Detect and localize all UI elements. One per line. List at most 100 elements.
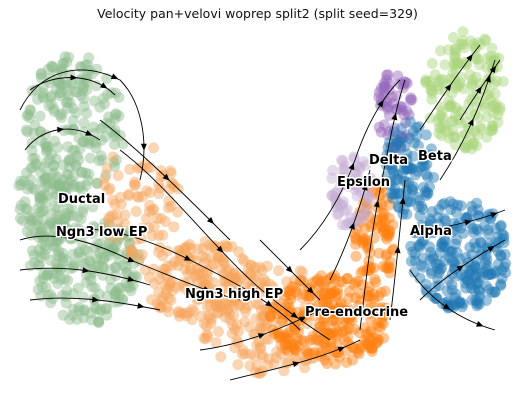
cell-point <box>478 101 490 113</box>
cell-point <box>103 111 115 123</box>
cell-point <box>375 316 387 328</box>
cell-point <box>443 251 455 263</box>
cell-point <box>36 206 48 217</box>
cell-point <box>332 288 344 300</box>
cell-point <box>376 207 388 219</box>
cell-point <box>60 97 72 109</box>
cell-point <box>155 165 167 176</box>
cell-point <box>343 176 355 188</box>
cell-point <box>333 351 345 363</box>
cell-point <box>320 275 332 287</box>
cell-point <box>228 299 239 311</box>
cell-point <box>334 275 346 287</box>
cell-point <box>41 269 53 281</box>
cell-point <box>467 89 479 101</box>
cell-point <box>63 89 75 101</box>
cell-point <box>59 273 71 285</box>
cell-point <box>123 188 135 200</box>
cell-point <box>362 339 374 351</box>
cell-point <box>325 337 337 348</box>
cell-point <box>466 74 478 86</box>
cell-point <box>245 259 257 271</box>
cell-point <box>267 324 279 336</box>
cell-point <box>266 315 278 327</box>
cell-point <box>109 198 121 210</box>
cell-point <box>259 304 271 316</box>
cell-point <box>368 288 380 300</box>
cell-point <box>436 238 448 250</box>
cell-point <box>292 289 303 301</box>
cell-point <box>90 303 102 315</box>
cell-point <box>370 276 382 288</box>
cell-point <box>179 242 191 254</box>
cell-point <box>254 286 266 298</box>
cell-point <box>66 233 77 245</box>
cell-point <box>449 51 461 63</box>
cell-point <box>34 197 46 208</box>
cell-point <box>357 235 368 247</box>
cell-point <box>185 242 197 254</box>
cell-point <box>387 164 399 176</box>
cell-point <box>422 171 434 183</box>
cell-point <box>449 131 461 143</box>
cell-point <box>121 246 133 258</box>
cell-point <box>374 322 386 334</box>
cell-point <box>472 129 484 141</box>
cell-point <box>325 308 337 319</box>
cell-point <box>84 270 96 282</box>
cell-point <box>377 310 389 322</box>
cell-point <box>55 273 67 285</box>
cell-point <box>322 328 333 340</box>
cell-point <box>412 165 424 177</box>
cell-point <box>255 322 266 334</box>
cell-point <box>282 338 294 350</box>
cell-point <box>455 222 467 234</box>
cell-point <box>155 171 167 182</box>
cell-point <box>318 332 330 344</box>
cell-point <box>132 190 143 202</box>
cell-point <box>48 103 60 115</box>
cell-point <box>387 245 399 256</box>
cell-point <box>351 343 363 355</box>
cell-point <box>217 283 229 294</box>
cell-point <box>51 210 63 222</box>
cell-point <box>389 183 401 195</box>
cell-point <box>338 163 349 175</box>
cell-point <box>68 170 80 182</box>
cell-point <box>77 291 89 303</box>
cell-point <box>93 260 105 272</box>
cell-point <box>40 172 52 184</box>
cell-point <box>325 288 336 299</box>
cell-point <box>190 255 202 267</box>
cell-point <box>52 261 64 273</box>
cell-point <box>421 286 433 298</box>
cell-point <box>63 155 75 167</box>
cell-point <box>60 290 72 302</box>
cell-point <box>207 284 219 296</box>
cell-point <box>434 247 446 259</box>
cell-point <box>291 333 303 345</box>
cell-point <box>198 332 210 344</box>
cell-point <box>90 137 102 149</box>
cell-point <box>39 172 51 184</box>
cell-point <box>489 236 501 248</box>
cell-point <box>148 203 160 215</box>
cell-point <box>421 229 432 241</box>
cell-point <box>450 42 462 54</box>
cluster-label: Epsilon <box>337 175 390 190</box>
cell-point <box>467 205 478 217</box>
cell-point <box>204 300 216 312</box>
cell-point <box>435 110 447 121</box>
cell-point <box>314 335 326 347</box>
cell-point <box>458 56 470 68</box>
cell-point <box>318 297 330 309</box>
cell-point <box>93 288 105 300</box>
cell-point <box>383 159 395 171</box>
cell-point <box>224 283 236 295</box>
cell-point <box>127 247 139 259</box>
cell-point <box>365 326 377 338</box>
cell-point <box>364 302 376 314</box>
cell-point <box>433 280 445 292</box>
cell-point <box>408 137 420 149</box>
cell-point <box>185 265 196 277</box>
